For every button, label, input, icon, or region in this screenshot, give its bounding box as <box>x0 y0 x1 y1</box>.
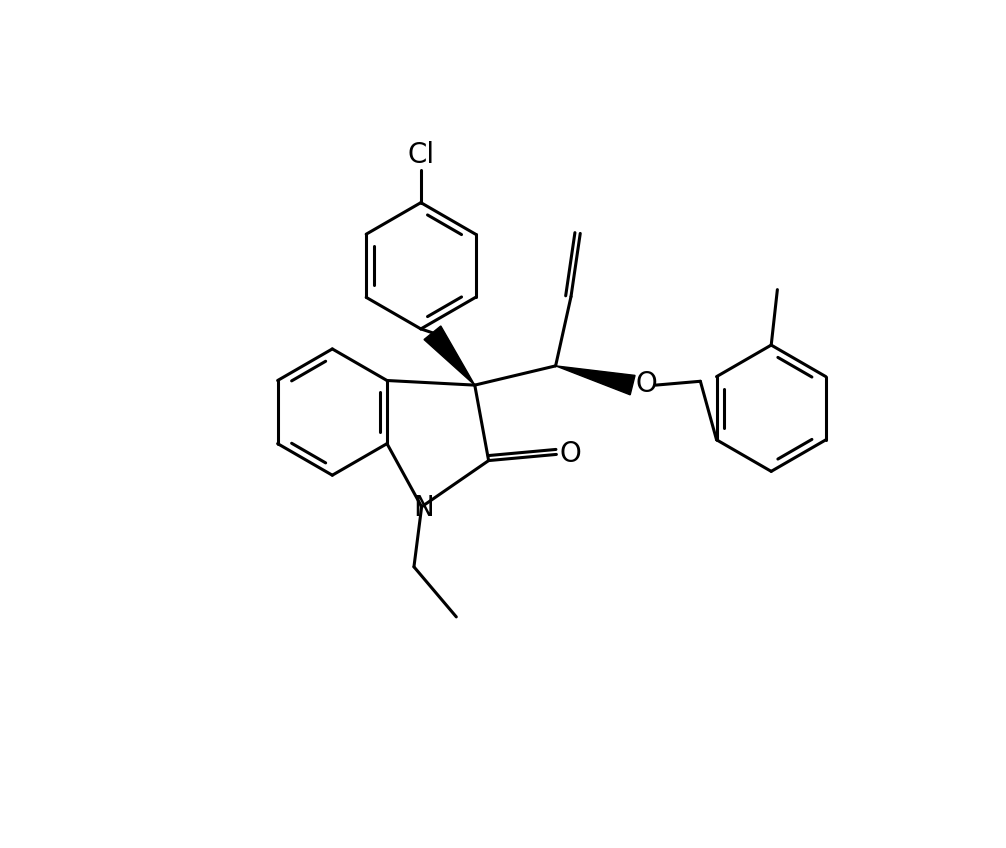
Polygon shape <box>555 365 635 395</box>
Text: O: O <box>636 370 657 398</box>
Text: O: O <box>559 440 581 468</box>
Polygon shape <box>425 326 475 385</box>
Text: N: N <box>412 494 434 522</box>
Text: Cl: Cl <box>407 141 435 169</box>
